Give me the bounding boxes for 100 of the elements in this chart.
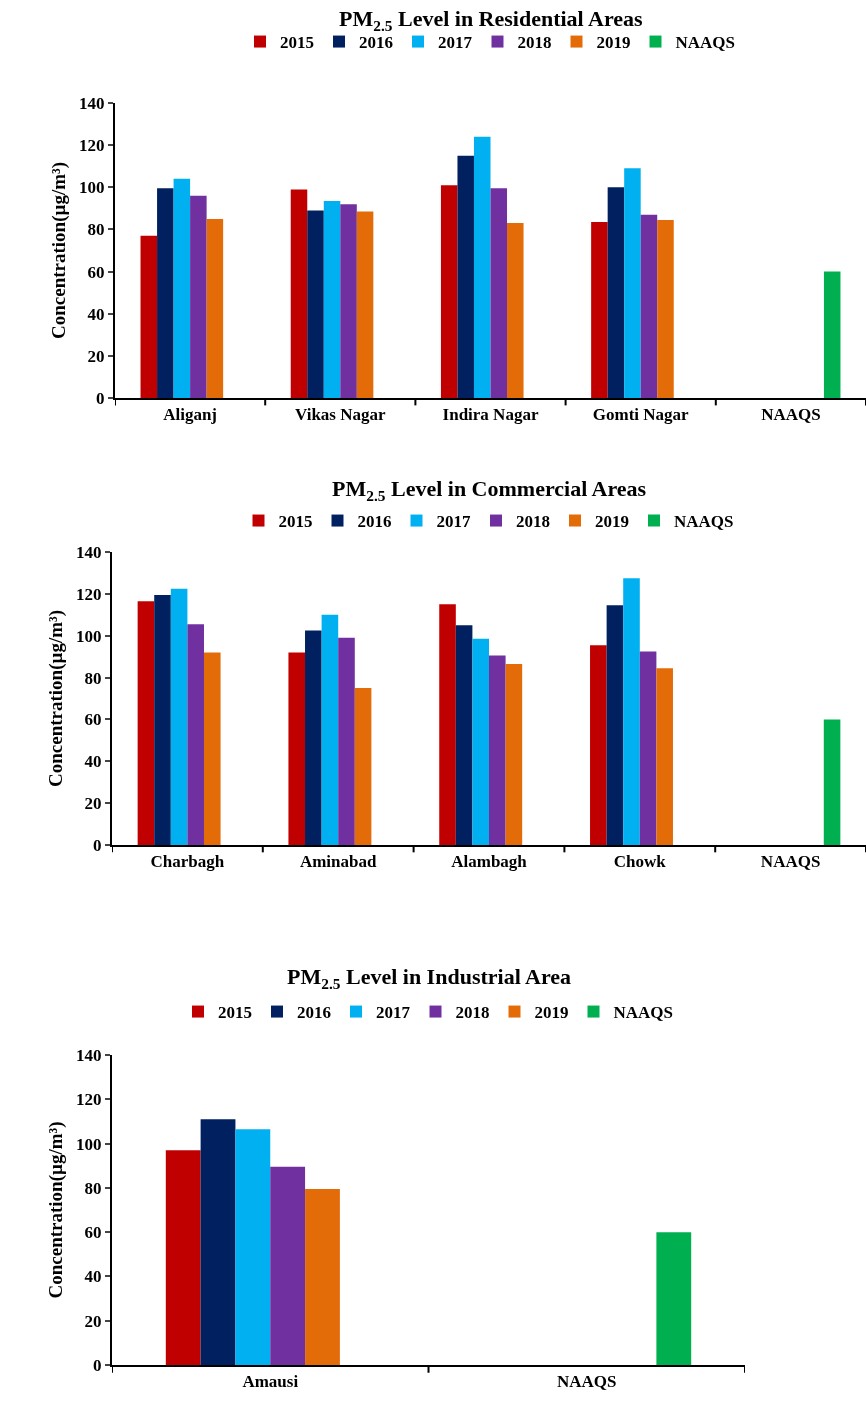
chart-title: PM$_{2.5}$ Level in Residential Areas — [339, 6, 644, 34]
bar — [639, 651, 657, 845]
bar — [505, 663, 523, 845]
y-tick-label: 0 — [96, 388, 105, 408]
bar — [473, 136, 491, 398]
y-tick-label: 0 — [93, 835, 102, 855]
y-axis-title: Concentration(µg/m³) — [45, 1121, 68, 1299]
x-tick-label: Aminabad — [299, 852, 377, 872]
bar — [823, 719, 841, 845]
bar — [290, 189, 308, 398]
bar — [440, 185, 458, 398]
y-tick-label: 60 — [84, 710, 102, 730]
legend-label: NAAQS — [674, 512, 734, 532]
x-tick-label: NAAQS — [760, 852, 821, 872]
bar — [591, 222, 608, 398]
bar — [490, 188, 508, 398]
legend-label: NAAQS — [613, 1003, 674, 1023]
legend-label: NAAQS — [675, 33, 736, 53]
bar — [354, 688, 372, 845]
bar — [203, 652, 221, 845]
legend-label: 2019 — [596, 33, 631, 53]
x-tick-label: Alambagh — [451, 852, 528, 872]
legend-label: 2019 — [595, 512, 629, 532]
bar — [823, 271, 841, 398]
bar — [507, 223, 524, 398]
y-tick-label: 40 — [84, 1267, 102, 1287]
y-tick-label: 100 — [79, 178, 105, 198]
y-tick-label: 80 — [87, 220, 105, 240]
y-tick-label: 60 — [87, 262, 105, 282]
bar — [455, 625, 473, 845]
bar — [457, 155, 474, 398]
y-tick-label: 120 — [76, 584, 102, 604]
bar — [624, 168, 641, 398]
bar — [338, 637, 355, 845]
legend-label: 2018 — [455, 1003, 490, 1023]
legend-label: 2018 — [517, 33, 552, 53]
y-tick-label: 40 — [84, 752, 102, 772]
bar — [288, 652, 306, 845]
bar — [187, 624, 204, 845]
legend-label: 2016 — [359, 33, 393, 53]
legend-label: 2018 — [516, 512, 550, 532]
y-tick-label: 140 — [79, 93, 105, 113]
y-tick-label: 20 — [84, 794, 102, 814]
legend-label: 2015 — [218, 1003, 252, 1023]
y-tick-label: 80 — [84, 1178, 102, 1198]
y-tick-label: 40 — [87, 304, 105, 324]
legend-label: 2019 — [534, 1003, 569, 1023]
bar — [606, 605, 624, 845]
legend-label: 2016 — [357, 512, 392, 532]
y-tick-label: 0 — [93, 1355, 102, 1375]
bar — [157, 188, 174, 398]
bar — [607, 187, 625, 398]
legend-label: 2015 — [280, 33, 314, 53]
bar — [173, 178, 191, 398]
bar — [439, 604, 456, 845]
x-tick-label: NAAQS — [761, 405, 821, 425]
chart-title: PM$_{2.5}$ Level in Industrial Area — [287, 964, 572, 992]
y-tick-label: 60 — [84, 1223, 102, 1243]
bar — [305, 630, 322, 845]
y-tick-label: 20 — [87, 346, 105, 366]
y-axis-title: Concentration(µg/m³) — [45, 609, 68, 788]
bar — [489, 655, 506, 845]
bar — [657, 219, 674, 398]
x-tick-label: Vikas Nagar — [295, 405, 387, 425]
legend-label: 2015 — [278, 512, 313, 532]
bar — [640, 214, 658, 398]
y-tick-label: 100 — [76, 1134, 102, 1154]
legend-label: 2017 — [376, 1003, 411, 1023]
bar — [472, 638, 489, 845]
bar — [307, 210, 324, 398]
y-tick-label: 120 — [76, 1090, 102, 1110]
y-tick-label: 100 — [76, 626, 102, 646]
bar — [206, 218, 224, 398]
x-tick-label: Chowk — [613, 852, 667, 872]
x-tick-label: Indira Nagar — [442, 405, 539, 425]
chart-title: PM$_{2.5}$ Level in Commercial Areas — [332, 476, 647, 504]
bar — [321, 614, 339, 845]
bar — [154, 594, 171, 845]
x-tick-label: Aliganj — [163, 405, 218, 425]
bar — [623, 578, 640, 845]
bar — [137, 601, 155, 845]
bar — [356, 211, 374, 398]
bar — [340, 204, 357, 398]
x-tick-label: Charbagh — [150, 852, 225, 872]
bar — [190, 195, 207, 398]
y-tick-label: 80 — [84, 668, 102, 688]
bar — [170, 588, 188, 845]
y-tick-label: 140 — [76, 542, 102, 562]
y-tick-label: 120 — [79, 136, 105, 156]
legend-label: 2016 — [297, 1003, 331, 1023]
legend-label: 2017 — [436, 512, 471, 532]
y-axis-title: Concentration(µg/m³) — [48, 161, 71, 340]
y-tick-label: 20 — [84, 1311, 102, 1331]
x-tick-label: Gomti Nagar — [592, 405, 690, 425]
legend-label: 2017 — [438, 33, 473, 53]
bar — [656, 668, 673, 845]
bar — [140, 235, 158, 398]
x-tick-label: Amausi — [242, 1372, 299, 1392]
y-tick-label: 140 — [76, 1045, 102, 1065]
bar — [590, 645, 607, 845]
